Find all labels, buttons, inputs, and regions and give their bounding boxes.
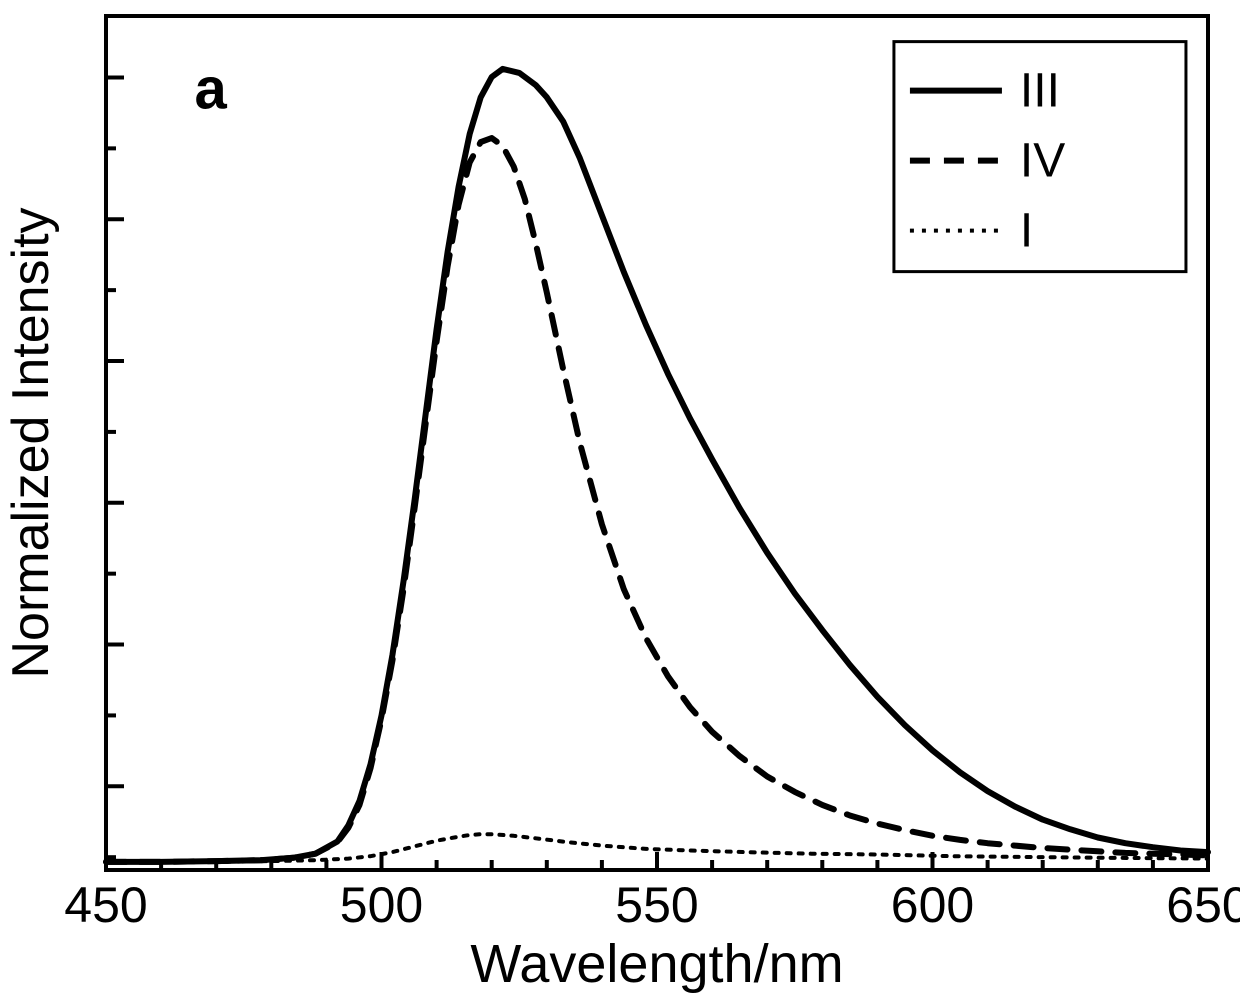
panel-label: a (195, 57, 228, 122)
y-axis-label: Normalized Intensity (2, 207, 60, 678)
legend-label-III: III (1020, 65, 1060, 118)
legend-label-I: I (1020, 205, 1033, 258)
x-tick-label: 550 (615, 877, 698, 933)
x-tick-label: 450 (64, 877, 147, 933)
x-tick-label: 650 (1166, 877, 1240, 933)
legend-label-IV: IV (1020, 135, 1065, 188)
x-axis-label: Wavelength/nm (470, 934, 843, 994)
x-tick-label: 600 (891, 877, 974, 933)
spectrum-chart: 450 500 550 600 650 Wavelength/nm Normalized I… (0, 0, 1240, 994)
x-tick-label: 500 (340, 877, 423, 933)
